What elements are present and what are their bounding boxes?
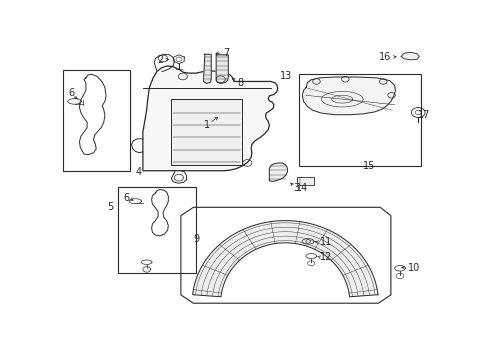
Polygon shape <box>216 55 228 84</box>
Polygon shape <box>143 66 278 171</box>
Polygon shape <box>401 52 419 60</box>
Bar <box>118 187 196 273</box>
Polygon shape <box>302 77 395 115</box>
Bar <box>63 69 129 171</box>
Text: 16: 16 <box>379 52 391 62</box>
Polygon shape <box>204 54 211 84</box>
Text: 6: 6 <box>123 193 130 203</box>
Text: 5: 5 <box>107 202 113 212</box>
Text: 11: 11 <box>319 237 332 247</box>
Text: 9: 9 <box>193 234 199 244</box>
Text: 15: 15 <box>363 161 375 171</box>
Text: 14: 14 <box>296 183 309 193</box>
Text: 8: 8 <box>238 77 244 87</box>
Bar <box>297 177 314 185</box>
Text: 13: 13 <box>280 71 292 81</box>
Text: 7: 7 <box>223 48 230 58</box>
Text: 12: 12 <box>319 252 332 262</box>
Text: 3: 3 <box>294 183 300 193</box>
Text: 6: 6 <box>69 88 75 98</box>
Text: 17: 17 <box>417 110 430 120</box>
Polygon shape <box>270 163 288 181</box>
Text: 10: 10 <box>408 263 420 273</box>
Bar <box>172 99 242 165</box>
Text: 1: 1 <box>204 120 211 130</box>
Text: 2: 2 <box>158 55 164 65</box>
Bar <box>298 74 421 166</box>
Polygon shape <box>193 221 378 297</box>
Text: 4: 4 <box>136 167 142 177</box>
